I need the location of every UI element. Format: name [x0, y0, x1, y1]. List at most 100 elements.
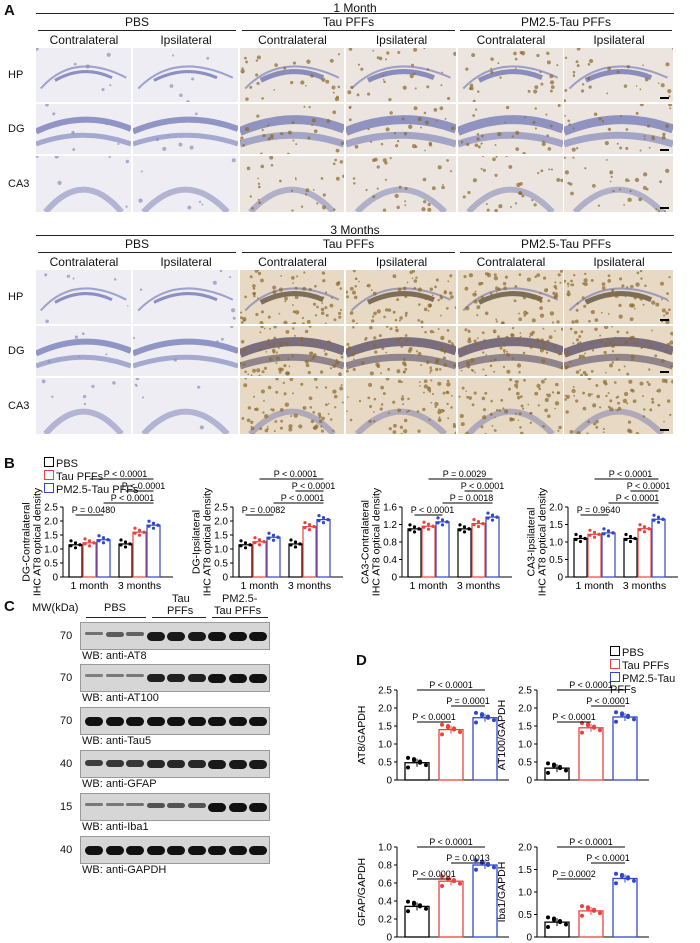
legend-swatch-tau: [610, 659, 620, 669]
tissue-image: [240, 104, 344, 154]
protein-band: [187, 632, 206, 641]
data-point: [652, 513, 656, 517]
protein-band: [167, 760, 185, 768]
data-point: [652, 518, 656, 522]
p-value-label: P < 0.0001: [281, 493, 325, 503]
p-value-label: P < 0.0001: [627, 481, 671, 491]
data-point: [417, 527, 421, 531]
bar-chart: 0 0.2 0.4 0.6 0.8 1.0 GFAP/GAPDH P < 0.0001 P = …: [356, 837, 509, 943]
side-label: Ipsilateral: [593, 255, 645, 269]
data-point: [578, 539, 583, 544]
data-point: [598, 728, 602, 733]
y-axis-label: AT8/GAPDH: [356, 706, 368, 765]
group-label: PM2.5-Tau PFFs: [520, 15, 612, 29]
scale-bar: [660, 149, 669, 151]
p-value-label: P < 0.0001: [616, 493, 660, 503]
protein-band: [85, 632, 103, 636]
data-point: [147, 519, 151, 523]
data-point: [262, 540, 266, 544]
legend-swatch-pm: [610, 672, 620, 682]
data-point: [486, 511, 490, 515]
data-point: [574, 537, 578, 542]
tissue-image: [240, 48, 344, 102]
tissue-image: [133, 378, 238, 434]
y-axis-label: CA3-Ipsilateral: [526, 508, 538, 577]
data-point: [446, 724, 450, 728]
y-axis-label: IHC AT8 optical density: [202, 487, 214, 596]
bar: [266, 536, 281, 578]
y-axis-label: AT100/GAPDH: [496, 700, 508, 770]
tissue-image: [564, 378, 673, 434]
data-point: [436, 521, 440, 525]
tissue-image: [240, 378, 344, 434]
protein-band: [187, 803, 206, 808]
data-point: [606, 534, 611, 538]
y-tick-label: 0: [222, 573, 228, 584]
side-label: Ipsilateral: [593, 33, 645, 47]
tissue-image: [133, 270, 238, 324]
data-point: [440, 722, 444, 727]
y-axis-label: IHC AT8 optical density: [371, 487, 383, 596]
p-value-label: P < 0.0001: [552, 712, 596, 722]
tissue-image: [240, 326, 344, 376]
data-point: [156, 523, 160, 527]
data-point: [620, 711, 624, 716]
data-point: [580, 904, 584, 909]
data-point: [486, 714, 490, 719]
blot-membrane: [80, 836, 270, 864]
y-tick-label: 1.0: [44, 545, 58, 556]
tissue-tile: [346, 104, 456, 154]
protein-band: [105, 717, 124, 726]
data-point: [422, 525, 426, 529]
lane-label-pm-1: PM2.5-: [222, 593, 258, 605]
data-point: [253, 541, 257, 545]
tissue-tile: [458, 156, 563, 212]
data-point: [614, 710, 618, 715]
p-value-label: P < 0.0001: [411, 505, 455, 515]
data-point: [440, 732, 444, 737]
tissue-tile: [458, 48, 563, 102]
data-point: [588, 528, 592, 532]
protein-band: [126, 717, 144, 726]
y-tick-label: 0.4: [383, 555, 397, 566]
data-point: [243, 541, 248, 545]
tissue-image: [36, 104, 131, 154]
p-value-label: P < 0.0001: [569, 680, 613, 690]
bar-chart: 0 0.5 1.0 1.5 2.0 Iba1/GAPDH P = 0.0002 P < 0.0…: [496, 837, 649, 943]
tissue-tile: [133, 48, 238, 102]
tissue-image: [458, 156, 563, 212]
blot-membrane: [80, 750, 270, 778]
data-point: [257, 543, 262, 547]
y-tick-label: 1.5: [518, 865, 532, 876]
mw-marker: 15: [60, 801, 73, 813]
data-point: [412, 530, 417, 534]
protein-band: [249, 846, 267, 855]
data-point: [656, 520, 661, 524]
tissue-image: [240, 270, 344, 324]
bar: [438, 728, 464, 781]
protein-band: [167, 674, 185, 683]
y-tick-label: 2.5: [214, 503, 228, 514]
protein-band: [208, 803, 226, 812]
data-point: [408, 528, 412, 532]
y-tick-label: 0.5: [214, 559, 228, 570]
data-point: [597, 532, 601, 536]
tissue-image: [133, 48, 238, 102]
lane-rule-pm: [212, 617, 268, 618]
p-value-label: P < 0.0001: [104, 470, 148, 479]
tissue-image: [458, 378, 563, 434]
y-tick-label: 1.2: [383, 520, 397, 531]
y-axis-label: DG-Ipsilateral: [191, 510, 203, 574]
protein-band: [85, 717, 103, 726]
x-tick-label: 3 months: [457, 580, 500, 592]
tissue-image: [133, 104, 238, 154]
legend-b: PBS Tau PFFs PM2.5-Tau PFFs: [44, 457, 139, 496]
block-title: 1 Month: [333, 1, 377, 15]
data-point: [458, 523, 462, 527]
mw-marker: 70: [60, 715, 73, 727]
p-value-label: P < 0.0001: [586, 853, 630, 863]
data-point: [239, 544, 243, 548]
block-title: 3 Months: [330, 223, 380, 237]
side-label: Contralateral: [49, 255, 119, 269]
row-label: DG: [8, 122, 25, 135]
